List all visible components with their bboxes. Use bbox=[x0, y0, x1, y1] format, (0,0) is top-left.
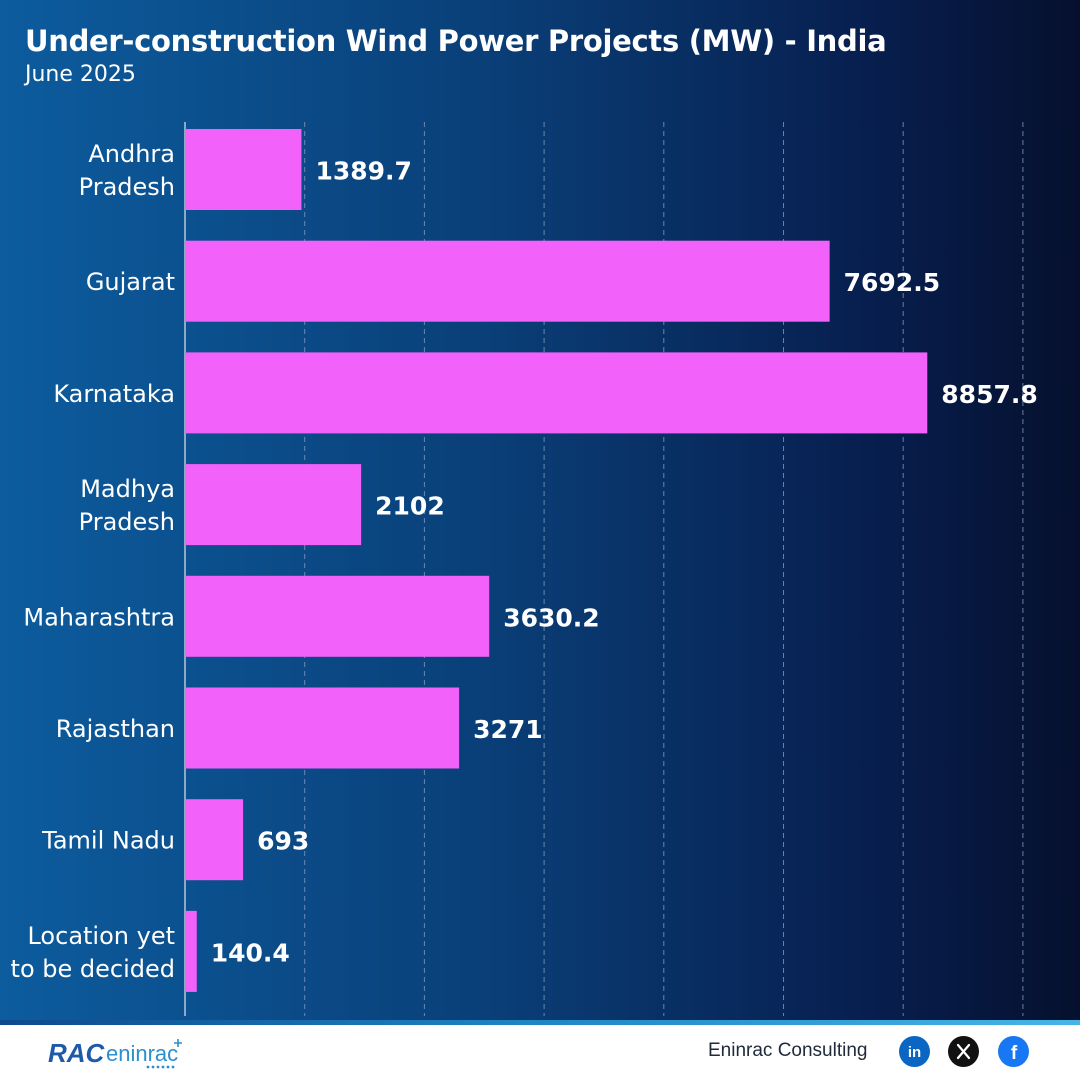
chart-panel: Under-construction Wind Power Projects (… bbox=[0, 0, 1080, 1020]
bar-chart: 1389.7 Andhra Pradesh 7692.5 Gujarat 8857.8 Ka… bbox=[11, 122, 1037, 1016]
category-label: to be decided bbox=[11, 955, 175, 983]
brand-name: Eninrac Consulting bbox=[708, 1040, 868, 1061]
bar bbox=[185, 352, 928, 434]
category-label: Pradesh bbox=[79, 508, 175, 536]
bar bbox=[185, 464, 362, 546]
bar bbox=[185, 129, 302, 210]
category-label: Location yet bbox=[27, 922, 175, 950]
svg-text:in: in bbox=[908, 1044, 921, 1061]
data-label: 8857.8 bbox=[941, 380, 1037, 409]
data-label: 2102 bbox=[375, 492, 445, 521]
chart-title: Under-construction Wind Power Projects (… bbox=[25, 24, 887, 58]
svg-text:f: f bbox=[1011, 1043, 1018, 1064]
data-label: 7692.5 bbox=[844, 268, 940, 297]
footer-accent-line bbox=[0, 1020, 1080, 1025]
bar bbox=[185, 910, 197, 992]
data-label: 693 bbox=[257, 827, 309, 856]
data-label: 3271 bbox=[473, 715, 543, 744]
data-label: 1389.7 bbox=[315, 157, 411, 186]
bar bbox=[185, 799, 244, 881]
category-label: Pradesh bbox=[79, 173, 175, 201]
category-label: Andhra bbox=[88, 140, 175, 168]
facebook-icon[interactable]: f bbox=[998, 1036, 1029, 1067]
category-label: Maharashtra bbox=[23, 603, 175, 631]
chart-subtitle: June 2025 bbox=[25, 62, 136, 87]
data-label: 3630.2 bbox=[503, 603, 599, 632]
category-label: Madhya bbox=[80, 475, 175, 503]
bar bbox=[185, 687, 460, 769]
x-icon[interactable] bbox=[948, 1036, 979, 1067]
data-label: 140.4 bbox=[211, 938, 290, 967]
linkedin-icon[interactable]: in bbox=[899, 1036, 930, 1067]
category-label: Rajasthan bbox=[56, 715, 175, 743]
svg-text:eninrac: eninrac bbox=[106, 1041, 178, 1066]
bar bbox=[185, 240, 830, 322]
category-label: Gujarat bbox=[86, 268, 175, 296]
svg-text:RAC: RAC bbox=[48, 1038, 106, 1068]
bar bbox=[185, 575, 490, 657]
eninrac-logo: RAC eninrac bbox=[48, 1038, 182, 1069]
category-label: Karnataka bbox=[53, 380, 175, 408]
category-label: Tamil Nadu bbox=[41, 827, 175, 855]
